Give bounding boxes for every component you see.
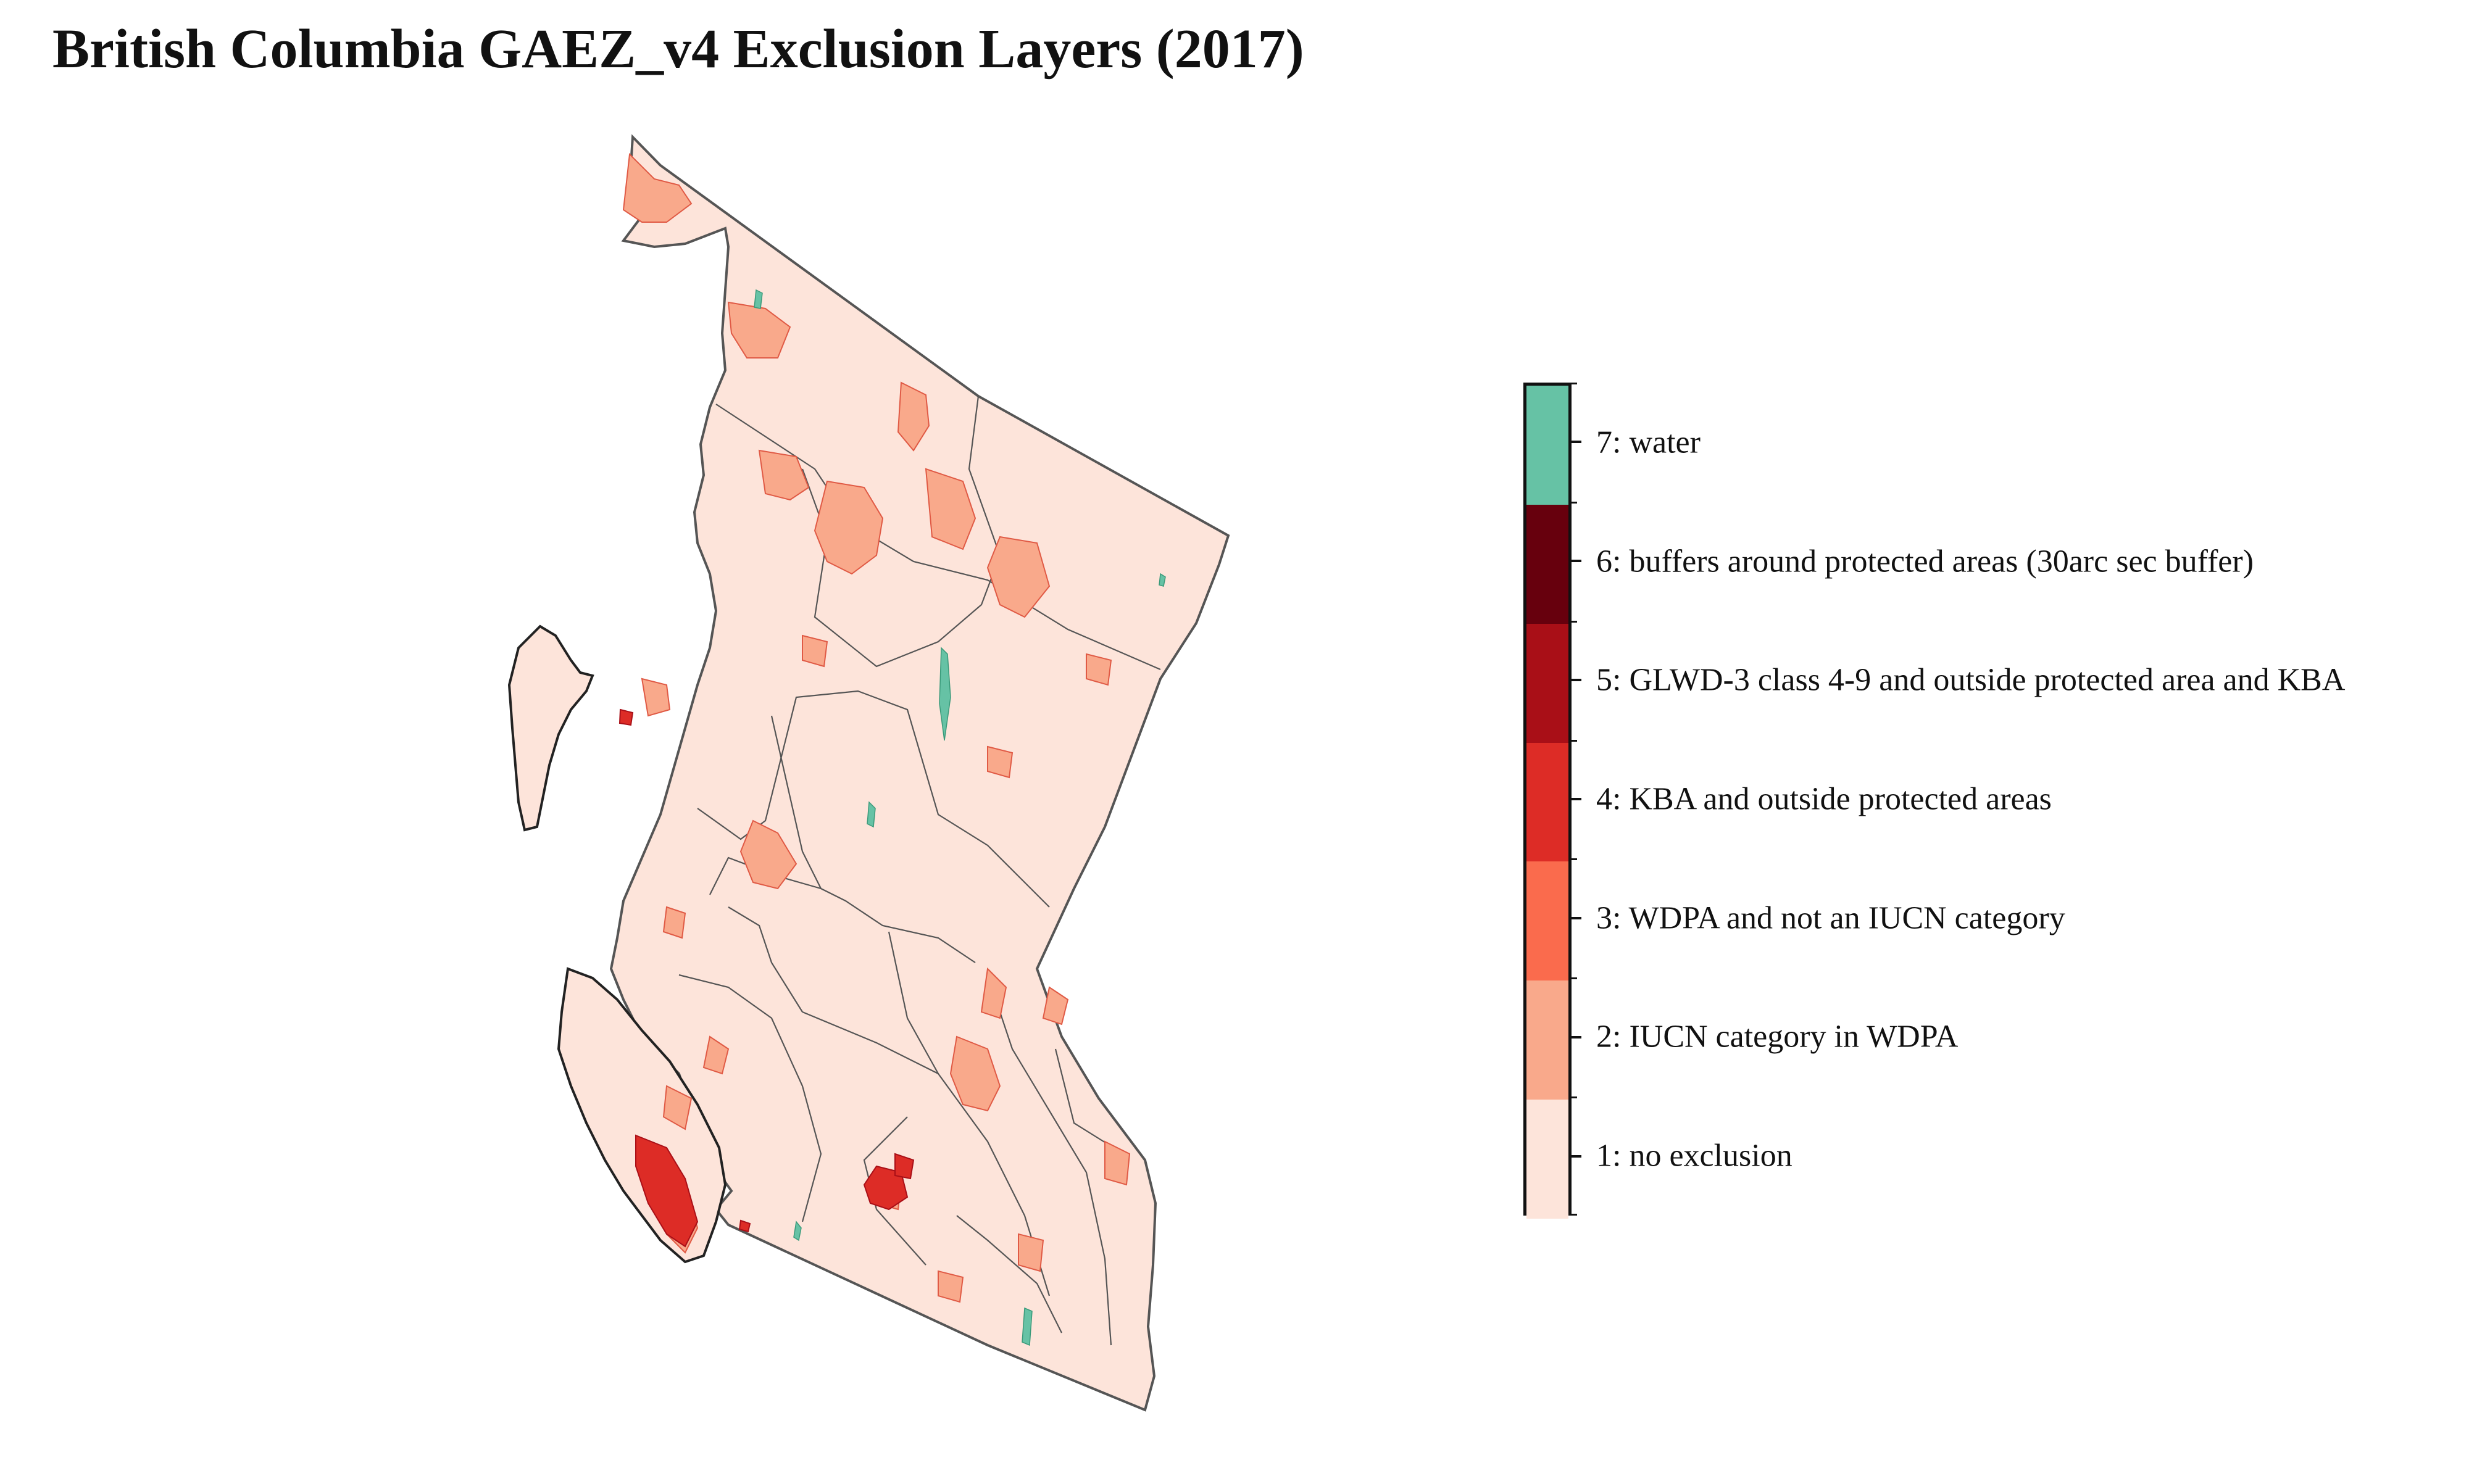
- class4-kba-areas: [618, 708, 915, 1248]
- colorbar-tick-6: [1572, 560, 1581, 563]
- colorbar-tick-1: [1572, 1154, 1581, 1158]
- colorbar-segment-5: [1526, 623, 1568, 744]
- map-title: British Columbia GAEZ_v4 Exclusion Layer…: [52, 19, 1304, 80]
- colorbar: [1523, 383, 1572, 1219]
- colorbar-segment-6: [1526, 504, 1568, 624]
- colorbar-tick-3: [1572, 916, 1581, 919]
- bc-map: [507, 134, 1230, 1412]
- legend-label-7: 7: water: [1596, 425, 1701, 460]
- class2-iucn-areas: [622, 152, 1131, 1303]
- region-boundaries: [678, 396, 1161, 1346]
- colorbar-segment-2: [1526, 980, 1568, 1100]
- colorbar-segment-1: [1526, 1100, 1568, 1219]
- colorbar-minor-tick: [1572, 501, 1577, 504]
- colorbar-tick-4: [1572, 798, 1581, 800]
- colorbar-tick-7: [1572, 441, 1581, 444]
- colorbar-minor-tick: [1572, 977, 1577, 980]
- colorbar-minor-tick: [1572, 383, 1577, 384]
- legend-label-2: 2: IUCN category in WDPA: [1596, 1019, 1959, 1055]
- colorbar-legend: 7: water 6: buffers around protected are…: [1523, 383, 2449, 1222]
- colorbar-minor-tick: [1572, 858, 1577, 861]
- legend-label-4: 4: KBA and outside protected areas: [1596, 781, 2052, 817]
- legend-label-3: 3: WDPA and not an IUCN category: [1596, 900, 2065, 936]
- colorbar-minor-tick: [1572, 620, 1577, 623]
- legend-label-5: 5: GLWD-3 class 4-9 and outside protecte…: [1596, 662, 2346, 698]
- colorbar-minor-tick: [1572, 739, 1577, 742]
- colorbar-minor-tick: [1572, 1214, 1577, 1216]
- haida-gwaii: [507, 624, 594, 832]
- colorbar-minor-tick: [1572, 1096, 1577, 1099]
- colorbar-tick-5: [1572, 679, 1581, 682]
- colorbar-segment-3: [1526, 861, 1568, 981]
- colorbar-tick-2: [1572, 1035, 1581, 1038]
- colorbar-segment-4: [1526, 742, 1568, 862]
- legend-label-1: 1: no exclusion: [1596, 1138, 1792, 1174]
- colorbar-segment-7: [1526, 386, 1568, 505]
- legend-label-6: 6: buffers around protected areas (30arc…: [1596, 544, 2254, 579]
- class7-water: [754, 289, 1166, 1346]
